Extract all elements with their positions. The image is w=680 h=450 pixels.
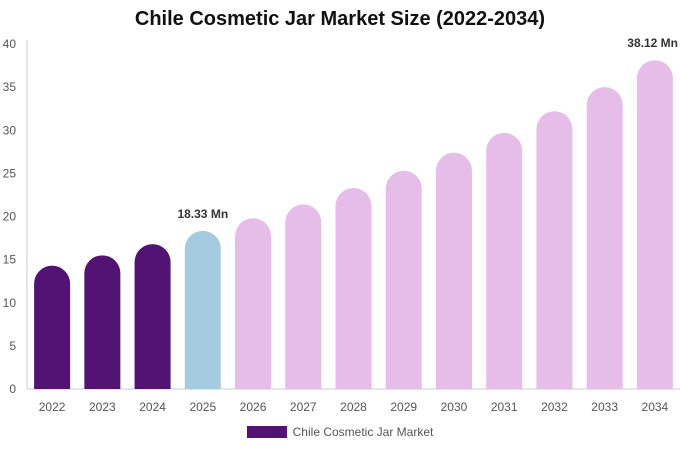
legend-swatch xyxy=(246,426,287,438)
bar xyxy=(335,188,372,389)
x-tick-label: 2024 xyxy=(139,400,166,414)
x-tick-label: 2034 xyxy=(642,400,669,414)
bar xyxy=(134,244,171,389)
y-tick-label: 10 xyxy=(3,296,17,310)
bar xyxy=(34,265,71,389)
y-tick-label: 0 xyxy=(9,382,16,396)
chart-title: Chile Cosmetic Jar Market Size (2022-203… xyxy=(134,8,546,30)
x-tick-label: 2022 xyxy=(39,400,66,414)
x-tick-label: 2025 xyxy=(189,400,216,414)
bar xyxy=(486,132,523,389)
x-tick-label: 2031 xyxy=(491,400,518,414)
bar xyxy=(285,204,322,389)
bar xyxy=(586,87,623,389)
bar xyxy=(536,111,573,390)
legend: Chile Cosmetic Jar Market xyxy=(0,425,680,439)
y-tick-label: 35 xyxy=(3,80,17,94)
y-tick-label: 25 xyxy=(3,166,17,180)
y-tick-label: 5 xyxy=(9,339,16,353)
bar xyxy=(184,230,221,389)
x-tick-label: 2026 xyxy=(240,400,267,414)
bar xyxy=(636,60,673,390)
x-tick-label: 2029 xyxy=(390,400,417,414)
bar xyxy=(235,218,272,389)
legend-label: Chile Cosmetic Jar Market xyxy=(292,425,434,439)
x-tick-label: 2028 xyxy=(340,400,367,414)
x-tick-label: 2032 xyxy=(541,400,568,414)
y-tick-label: 40 xyxy=(3,37,17,51)
x-tick-label: 2023 xyxy=(89,400,116,414)
data-label: 38.12 Mn xyxy=(627,36,678,50)
y-tick-label: 15 xyxy=(3,253,17,267)
y-tick-label: 30 xyxy=(3,123,17,137)
data-label: 18.33 Mn xyxy=(177,207,228,221)
x-tick-label: 2027 xyxy=(290,400,317,414)
bar xyxy=(84,255,121,389)
x-tick-label: 2033 xyxy=(591,400,618,414)
bar xyxy=(385,170,422,389)
y-tick-label: 20 xyxy=(3,210,17,224)
bar xyxy=(435,152,472,389)
x-tick-label: 2030 xyxy=(441,400,468,414)
